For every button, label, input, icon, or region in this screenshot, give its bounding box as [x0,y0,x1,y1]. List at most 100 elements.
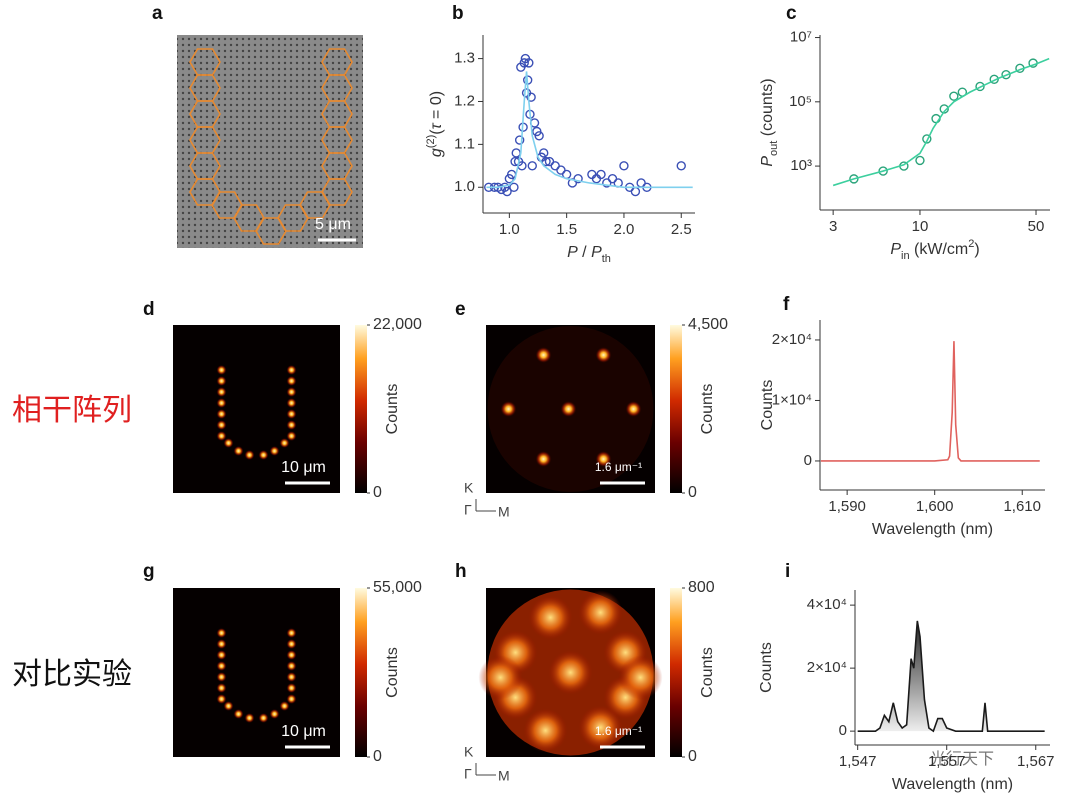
spectrum-line [857,620,1045,733]
emission-spot [279,438,290,448]
panel-letter: b [452,3,464,24]
bragg-spot [535,347,552,363]
emission-spot [286,683,297,693]
panel-letter: c [786,3,797,24]
x-tick-label: 2.5 [671,221,692,238]
watermark: 光行天下 [930,750,994,768]
colorbar-tick-label: 0 [373,484,382,501]
emission-spot [286,694,297,704]
colorbar-label: Counts [699,384,716,435]
label-part: / [578,244,591,261]
emission-spot [279,701,290,711]
speckle [523,708,568,753]
y-tick-label: 1.1 [454,135,475,152]
label-part: (counts) [759,78,776,140]
data-point [519,58,529,68]
emission-spot [216,661,227,671]
axis-direction: Γ [464,502,472,518]
emission-spot [286,387,297,397]
bragg-spot [625,401,642,417]
emission-spot [216,639,227,649]
bragg-spot [535,451,552,467]
axis-direction: Γ [464,766,472,782]
emission-spot [244,450,255,460]
x-tick-label: 1.5 [556,221,577,238]
data-point [636,178,646,188]
x-tick-label: 1.0 [499,221,520,238]
colorbar-tick-label: 0 [688,484,697,501]
scale-bar-label: 10 μm [281,723,326,740]
x-tick-label: 1,567 [1017,753,1055,770]
label-part: = 0) [428,91,445,123]
axis-direction: K [464,744,474,760]
emission-spot [269,446,280,456]
emission-spot [223,438,234,448]
emission-spot [286,398,297,408]
y-tick-label: 1.2 [454,92,475,109]
emission-spot [286,431,297,441]
data-point [511,148,521,158]
data-point [527,161,537,171]
data-point [922,134,932,144]
data-point [676,161,686,171]
emission-spot [286,409,297,419]
colorbar-tick-label: 0 [688,748,697,765]
x-tick-label: 3 [829,218,837,235]
emission-spot [216,376,227,386]
speckle [478,655,523,700]
data-point [573,173,583,184]
label-part: Counts [759,380,776,431]
y-tick-label: 10³ [790,157,812,174]
emission-spot [286,639,297,649]
panel-letter: d [143,299,155,320]
emission-spot [286,628,297,638]
data-point [534,131,544,141]
colorbar-label: Counts [384,647,401,698]
data-point [1001,69,1011,80]
y-tick-label: 1×10⁴ [772,391,812,408]
bragg-spot [595,451,612,467]
emission-spot [216,420,227,430]
bragg-spot [500,401,517,417]
scale-bar-label: 5 μm [315,216,351,233]
emission-spot [216,365,227,375]
y-axis-label: g(2)(τ = 0) [425,91,445,157]
x-axis-label: P / Pth [567,244,611,265]
y-axis-label: Counts [759,380,776,431]
emission-spot [216,398,227,408]
emission-spot [216,628,227,638]
emission-spot [258,713,269,723]
label-part: th [602,253,611,265]
bragg-spot [595,347,612,363]
y-tick-label: 10⁵ [789,93,812,110]
scale-bar-label: 10 μm [281,459,326,476]
x-tick-label: 50 [1028,218,1045,235]
label-part: Wavelength (nm) [872,521,993,538]
x-tick-label: 2.0 [614,221,635,238]
area [857,620,1045,732]
data-point [539,148,549,158]
panel-letter: e [455,299,466,320]
colorbar [670,325,682,493]
scale-bar-label: 1.6 μm⁻¹ [595,724,642,738]
data-point [878,166,888,176]
emission-spot [286,376,297,386]
emission-spot [216,387,227,397]
colorbar [355,325,367,493]
label-part: P [591,244,602,261]
data-point [849,174,859,184]
colorbar [355,588,367,757]
data-point [526,92,536,102]
panel-letter: g [143,561,155,582]
colorbar-tick-label: 55,000 [373,579,422,596]
data-point [550,161,560,171]
panel-letter: f [783,294,790,315]
speckle [618,655,663,700]
emission-spot [216,694,227,704]
y-tick-label: 10⁷ [790,29,812,46]
emission-spot [269,709,280,719]
label-part: ) [974,241,979,258]
image [173,588,340,757]
label-part: (2) [425,135,437,148]
speckle [528,595,573,640]
